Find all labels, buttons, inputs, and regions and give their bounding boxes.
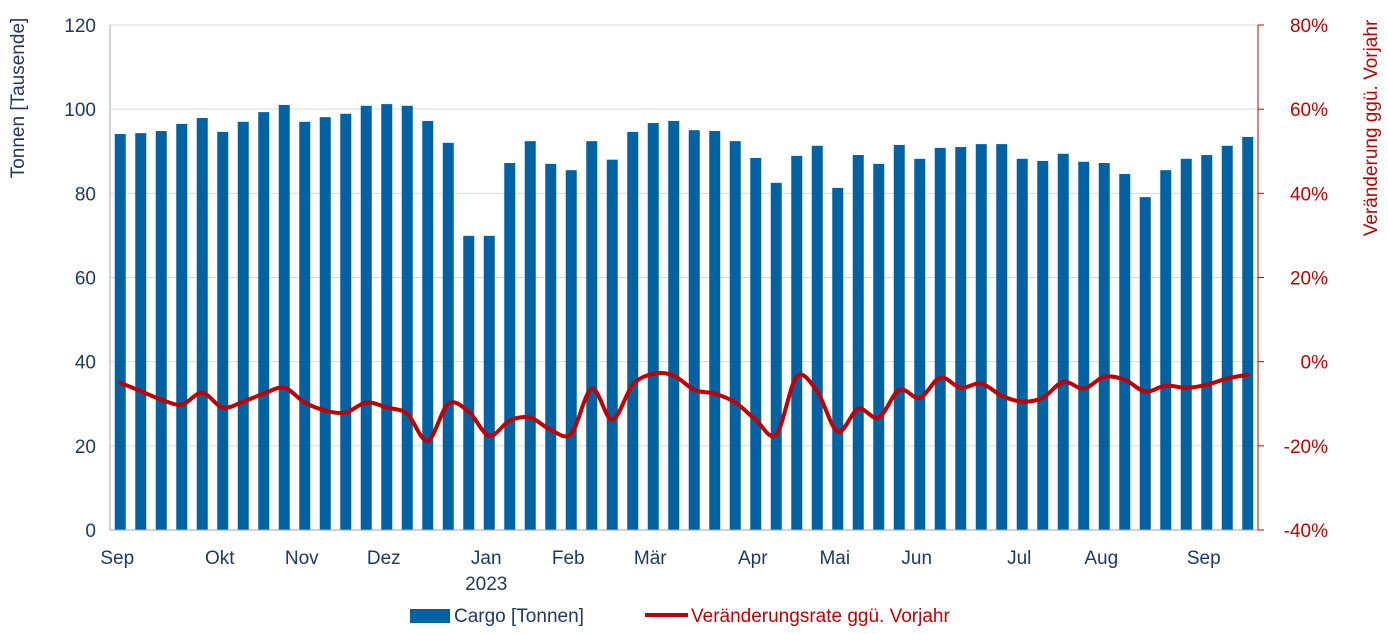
bar: [1139, 197, 1151, 530]
bar: [278, 104, 290, 530]
bar: [832, 187, 844, 531]
bar: [340, 113, 352, 530]
bar: [688, 130, 700, 531]
y-axis-right-title: Veränderung ggü. Vorjahr: [1361, 19, 1382, 236]
line-series-change-rate: [118, 371, 1250, 443]
bar: [934, 147, 946, 530]
y-right-tick-label: 60%: [1290, 100, 1328, 121]
bar: [545, 163, 557, 530]
bar: [1242, 136, 1254, 531]
bar: [873, 163, 885, 530]
x-tick-label: Mär: [634, 548, 667, 569]
y-left-tick-label: 120: [64, 16, 96, 37]
legend-label-change-rate: Veränderungsrate ggü. Vorjahr: [691, 606, 950, 627]
bar: [360, 105, 372, 531]
bar: [586, 141, 598, 530]
bar: [401, 105, 413, 531]
bar: [524, 141, 536, 530]
bar: [237, 121, 249, 531]
bar: [422, 120, 434, 530]
y-axis-left-title: Tonnen [Tausende]: [8, 18, 29, 179]
bar: [1057, 153, 1069, 530]
bar: [463, 235, 475, 530]
y-left-tick-label: 80: [75, 184, 96, 205]
bar: [668, 120, 680, 530]
x-tick-label: Aug: [1084, 548, 1118, 569]
bar: [1037, 160, 1049, 530]
bar: [1180, 158, 1192, 530]
y-left-tick-label: 60: [75, 269, 96, 290]
bar: [196, 118, 208, 531]
x-tick-label: Apr: [738, 548, 768, 569]
bar: [893, 144, 905, 530]
bar: [914, 158, 926, 530]
bar: [729, 141, 741, 530]
bar: [114, 133, 126, 530]
bar: [1201, 155, 1213, 530]
bar: [176, 123, 188, 530]
y-left-tick-label: 20: [75, 437, 96, 458]
y-left-tick-label: 100: [64, 100, 96, 121]
bar: [442, 142, 454, 531]
x-tick-label: Jun: [901, 548, 932, 569]
x-tick-label: Feb: [552, 548, 585, 569]
legend-label-cargo: Cargo [Tonnen]: [454, 606, 584, 627]
bar: [647, 123, 659, 530]
bar: [1098, 163, 1110, 531]
bar: [381, 104, 393, 530]
x-tick-label: Jul: [1007, 548, 1031, 569]
bar: [217, 131, 229, 530]
bar: [504, 163, 516, 531]
x-tick-label: Dez: [367, 548, 401, 569]
y-right-tick-label: 80%: [1290, 16, 1328, 37]
bar: [811, 145, 823, 530]
y-right-tick-label: -40%: [1284, 521, 1328, 542]
bar: [155, 131, 167, 531]
y-right-tick-label: 0%: [1301, 353, 1329, 374]
y-right-tick-label: 20%: [1290, 269, 1328, 290]
bar: [1119, 173, 1131, 530]
x-tick-label: Nov: [285, 548, 319, 569]
axes: 0 20 40 60 80 100 120 -40% -20% 0% 20% 40% 60% 80% Sep…: [64, 16, 1328, 595]
bar: [483, 235, 495, 530]
bar: [258, 112, 270, 531]
bar: [1221, 145, 1233, 530]
bar: [791, 155, 803, 531]
bar: [565, 170, 577, 530]
bar: [1078, 161, 1090, 531]
legend: Cargo [Tonnen] Veränderungsrate ggü. Vor…: [410, 606, 950, 627]
bar-series: [114, 104, 1254, 531]
y-left-tick-label: 0: [85, 521, 96, 542]
bar: [299, 121, 311, 531]
y-right-tick-label: 40%: [1290, 184, 1328, 205]
y-left-tick-label: 40: [75, 353, 96, 374]
y-right-tick-label: -20%: [1284, 437, 1328, 458]
bar: [975, 144, 987, 531]
x-tick-label: Sep: [1187, 548, 1221, 569]
bar: [606, 159, 618, 530]
x-tick-label: Sep: [100, 548, 134, 569]
x-tick-label: Jan: [471, 548, 502, 569]
bar: [709, 131, 721, 531]
bar: [1160, 170, 1172, 530]
x-tick-sublabel: 2023: [465, 574, 507, 595]
bar: [319, 117, 331, 530]
bar: [852, 155, 864, 530]
bar: [1016, 158, 1028, 530]
bar: [770, 182, 782, 530]
bar: [955, 147, 967, 530]
bar: [996, 144, 1008, 531]
bar: [135, 133, 147, 530]
legend-swatch-cargo: [410, 609, 450, 623]
bar: [750, 157, 762, 530]
x-tick-label: Mai: [819, 548, 850, 569]
x-tick-label: Okt: [205, 548, 235, 569]
bar: [627, 131, 639, 530]
